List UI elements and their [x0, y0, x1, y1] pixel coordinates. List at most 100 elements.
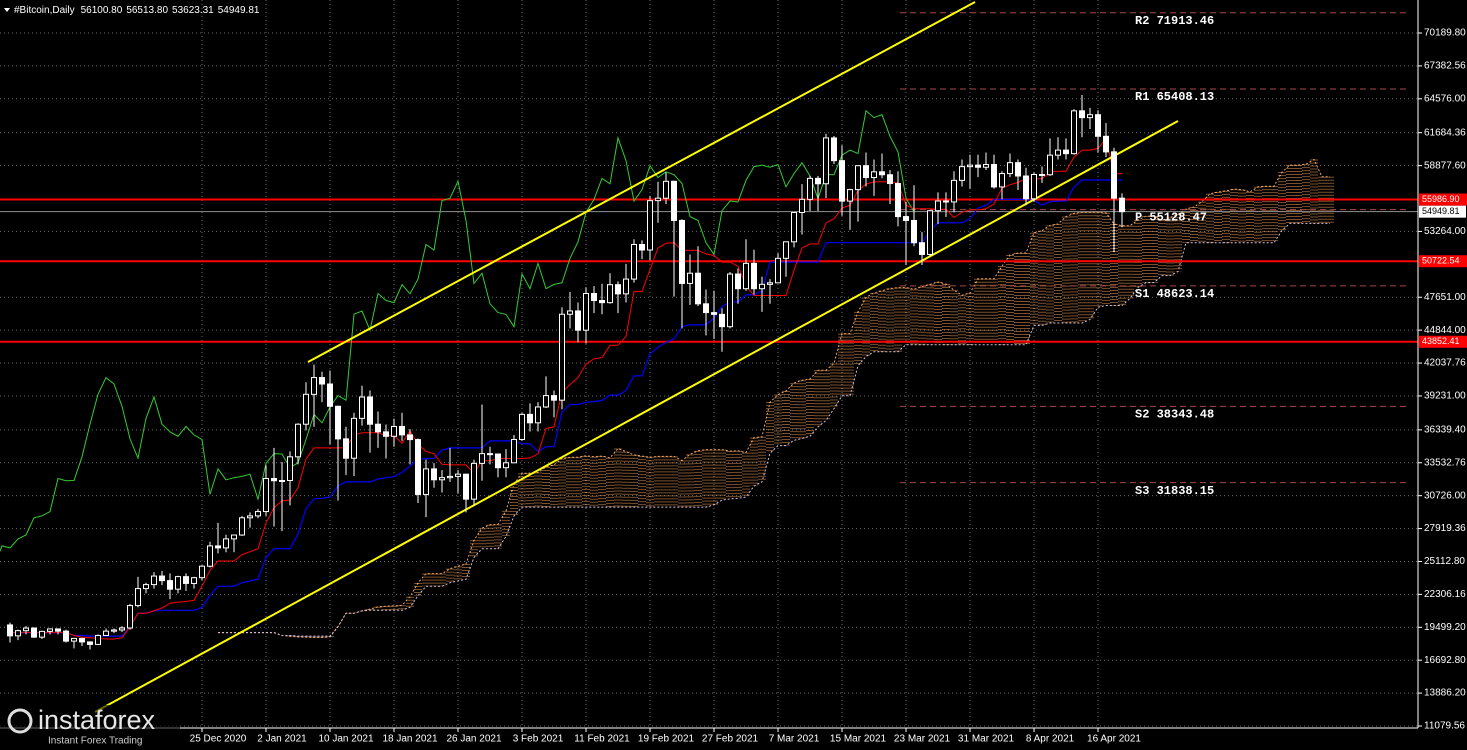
level-label: 50722.54	[1422, 256, 1460, 266]
candle-body	[23, 627, 29, 632]
candle-body	[959, 166, 965, 181]
y-tick-label: 58877.60	[1424, 160, 1466, 171]
candle-body	[951, 179, 957, 203]
candle-body	[935, 200, 941, 212]
candle-body	[871, 171, 877, 179]
candle-body	[703, 303, 709, 314]
candle-body	[903, 216, 909, 221]
candle-body	[271, 478, 277, 482]
candle-body	[39, 630, 45, 638]
header-low: 53623.31	[172, 5, 214, 16]
candle-body	[591, 292, 597, 302]
candle-body	[1055, 149, 1061, 156]
candle-body	[887, 174, 893, 185]
candle-body	[567, 310, 573, 315]
candle-body	[679, 219, 685, 284]
candle-body	[1095, 114, 1101, 137]
candle-body	[879, 171, 885, 176]
candle-body	[191, 577, 197, 584]
candle-body	[639, 243, 645, 251]
x-tick-label: 7 Mar 2021	[769, 734, 820, 745]
candle-body	[527, 413, 533, 424]
candle-body	[15, 630, 21, 637]
candle-body	[735, 273, 741, 290]
y-tick-label: 47651.00	[1424, 292, 1466, 303]
candle-body	[559, 313, 565, 401]
candles	[7, 95, 1125, 650]
channel	[94, 1, 1179, 713]
candle-body	[631, 243, 637, 280]
y-tick-label: 11079.56	[1424, 721, 1465, 732]
ichimoku-cloud	[218, 158, 1334, 638]
candle-body	[991, 164, 997, 188]
x-tick-label: 23 Mar 2021	[894, 734, 951, 745]
candle-body	[151, 575, 157, 586]
candle-body	[375, 423, 381, 433]
candle-body	[1071, 110, 1077, 155]
candle-body	[71, 637, 77, 642]
candle-body	[711, 312, 717, 315]
pivot-label: S2 38343.48	[1135, 408, 1214, 422]
header-open: 56100.80	[81, 5, 123, 16]
last-price-label: 54949.81	[1422, 206, 1460, 216]
y-tick-label: 64576.00	[1424, 93, 1466, 104]
level-box	[1419, 193, 1467, 206]
candle-body	[231, 534, 237, 540]
candle-body	[783, 241, 789, 259]
candle-body	[719, 313, 725, 328]
candle-body	[1023, 175, 1029, 200]
candle-body	[103, 630, 109, 636]
candle-body	[439, 477, 445, 481]
y-tick-label: 70189.80	[1424, 28, 1466, 39]
menu-triangle	[4, 8, 10, 12]
candle-body	[1079, 110, 1085, 119]
candle-body	[919, 242, 925, 255]
candle-body	[239, 517, 245, 536]
senkou-a	[218, 158, 1330, 638]
candle-body	[1039, 173, 1045, 176]
candle-body	[943, 200, 949, 203]
candle-body	[743, 262, 749, 290]
candle-body	[463, 473, 469, 500]
candle-body	[511, 438, 517, 464]
candle-body	[855, 165, 861, 191]
candle-body	[775, 257, 781, 284]
candle-body	[1007, 162, 1013, 175]
x-tick-label: 11 Feb 2021	[574, 734, 630, 745]
header-high: 56513.80	[126, 5, 168, 16]
pivot-label: S1 48623.14	[1135, 287, 1214, 301]
candle-body	[167, 580, 173, 590]
y-tick-label: 61684.36	[1424, 127, 1466, 138]
candle-body	[623, 278, 629, 295]
candle-body	[223, 538, 229, 549]
candle-body	[255, 511, 261, 517]
y-tick-label: 53264.00	[1424, 226, 1466, 237]
candle-body	[111, 629, 117, 632]
pivot-label: R2 71913.46	[1135, 14, 1214, 28]
candle-body	[487, 453, 493, 456]
candle-body	[303, 393, 309, 425]
candle-body	[807, 177, 813, 200]
level-label: 43852.41	[1422, 336, 1460, 346]
x-tick-label: 19 Feb 2021	[638, 734, 695, 745]
candle-body	[447, 475, 453, 479]
candle-body	[791, 211, 797, 243]
candle-body	[47, 628, 53, 632]
candle-body	[695, 272, 701, 305]
candle-body	[615, 284, 621, 295]
candle-body	[63, 630, 69, 642]
x-tick-label: 8 Apr 2021	[1026, 734, 1075, 745]
candle-body	[551, 395, 557, 401]
candle-body	[295, 423, 301, 458]
y-tick-label: 36339.40	[1424, 424, 1466, 435]
x-tick-label: 27 Feb 2021	[702, 734, 759, 745]
candle-body	[759, 283, 765, 290]
candle-body	[399, 425, 405, 436]
candle-body	[55, 628, 61, 632]
candle-body	[583, 292, 589, 331]
candle-body	[503, 462, 509, 469]
candle-body	[319, 377, 325, 385]
candle-body	[31, 627, 37, 638]
